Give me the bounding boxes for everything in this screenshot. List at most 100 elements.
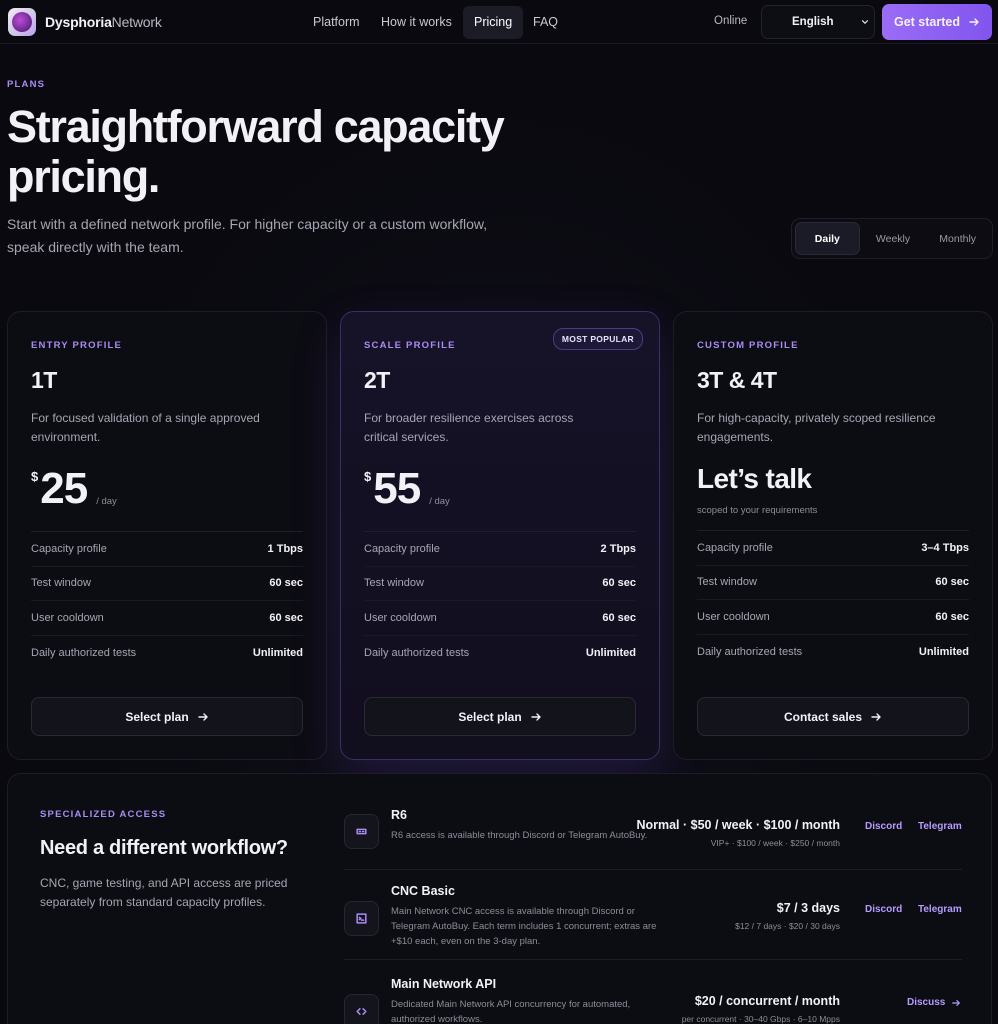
plan-price: $55 / day [364, 461, 636, 511]
plan-description: For focused validation of a single appro… [31, 411, 260, 444]
service-description: Main Network CNC access is available thr… [391, 906, 657, 947]
service-glyph [356, 913, 367, 924]
spec-label: User cooldown [31, 611, 104, 624]
arrow-icon [871, 712, 881, 721]
arrow-icon [197, 712, 208, 721]
arrow-icon [969, 18, 979, 26]
spec-value: 60 sec [602, 611, 636, 624]
plan-label: ENTRY PROFILE [31, 340, 123, 351]
spec-value: 1 Tbps [267, 542, 303, 555]
link-label: Discord [865, 821, 903, 832]
plan-name: 1T [31, 367, 57, 393]
spec-row: Capacity profile 3–4 Tbps [697, 531, 969, 566]
spec-label: Capacity profile [364, 542, 440, 555]
spec-row: Test window 60 sec [31, 567, 303, 601]
price-currency: $ [364, 469, 372, 484]
page-title: Straightforward capacity pricing. [7, 101, 505, 202]
service-link[interactable]: Discord [865, 904, 902, 915]
service-price: $7 / 3 days [776, 901, 840, 915]
plan-name: 3T & 4T [697, 367, 777, 393]
section-description: CNC, game testing, and API access are pr… [40, 876, 288, 909]
eyebrow: PLANS [7, 79, 46, 90]
arrow-icon [530, 712, 541, 721]
plan-button[interactable]: Contact sales [697, 697, 969, 736]
spec-value: 60 sec [602, 577, 636, 590]
spec-row: User cooldown 60 sec [31, 601, 303, 636]
button-label: Select plan [458, 709, 522, 724]
spec-label: Capacity profile [697, 541, 773, 554]
language-value: English [792, 16, 834, 28]
spec-value: Unlimited [585, 646, 636, 659]
price-currency: $ [31, 469, 39, 484]
service-link[interactable]: Discord [865, 821, 902, 832]
price-amount: 25 [40, 464, 88, 513]
spec-value: Unlimited [252, 646, 303, 659]
spec-label: Test window [697, 576, 757, 589]
spec-label: User cooldown [364, 611, 437, 624]
plan-description: For broader resilience exercises across … [364, 411, 574, 444]
spec-value: Unlimited [918, 645, 969, 658]
link-label: Discuss [907, 997, 946, 1008]
brand-name: Dysphoria [45, 14, 112, 30]
plan-button[interactable]: Select plan [364, 697, 636, 736]
spec-row: User cooldown 60 sec [697, 600, 969, 635]
service-icon [344, 814, 379, 849]
period-option[interactable]: Monthly [939, 232, 977, 245]
service-price-note: per concurrent · 30–40 Gbps · 6–10 Mpps [681, 1014, 840, 1024]
service-glyph [356, 828, 367, 835]
plan-label: SCALE PROFILE [364, 340, 456, 351]
get-started-button[interactable]: Get started [882, 4, 992, 40]
spec-label: User cooldown [697, 610, 770, 623]
language-select[interactable]: English [761, 5, 875, 39]
chevron-icon [861, 20, 868, 24]
plan-specs: Capacity profile 1 Tbps Test window 60 sec U… [31, 531, 303, 670]
section-eyebrow: SPECIALIZED ACCESS [40, 809, 167, 820]
spec-row: User cooldown 60 sec [364, 601, 636, 636]
spec-row: Capacity profile 1 Tbps [31, 532, 303, 567]
plan-specs: Capacity profile 2 Tbps Test window 60 sec U… [364, 531, 636, 670]
service-link[interactable]: Telegram [918, 821, 962, 832]
nav-link[interactable]: Platform [313, 15, 360, 29]
plan-price: $25 / day [31, 461, 303, 511]
plan-card: SCALE PROFILE MOST POPULAR 2T For broader r… [340, 311, 660, 760]
brand[interactable]: DysphoriaNetwork [45, 14, 162, 30]
period-option[interactable]: Daily [795, 222, 860, 255]
popular-badge: MOST POPULAR [552, 328, 643, 350]
page-subtitle: Start with a defined network profile. Fo… [7, 216, 488, 255]
spec-value: 60 sec [269, 611, 303, 624]
button-label: Contact sales [783, 709, 863, 724]
spec-value: 60 sec [935, 610, 969, 623]
service-description: Dedicated Main Network API concurrency f… [391, 999, 631, 1024]
nav-link[interactable]: FAQ [533, 15, 559, 29]
service-price: $20 / concurrent / month [694, 994, 840, 1008]
spec-label: Daily authorized tests [31, 646, 137, 659]
service-icon [344, 901, 379, 936]
service-link[interactable]: Discuss [907, 997, 961, 1008]
period-option[interactable]: Weekly [875, 232, 911, 245]
plan-button[interactable]: Select plan [31, 697, 303, 736]
spec-label: Test window [31, 577, 91, 590]
nav-link[interactable]: How it works [381, 15, 452, 29]
spec-label: Test window [364, 577, 424, 590]
spec-row: Test window 60 sec [697, 566, 969, 600]
spec-label: Capacity profile [31, 542, 107, 555]
logo-mark [12, 12, 32, 32]
status-text: Online [714, 15, 748, 27]
service-item: CNC Basic Main Network CNC access is avai… [344, 884, 962, 960]
spec-value: 2 Tbps [600, 542, 636, 555]
spec-row: Capacity profile 2 Tbps [364, 532, 636, 567]
top-nav: DysphoriaNetwork Platform How it works Pric… [0, 0, 998, 44]
spec-row: Test window 60 sec [364, 567, 636, 601]
logo-icon [8, 8, 36, 36]
spec-label: Daily authorized tests [697, 645, 803, 658]
arrow-icon [952, 999, 961, 1006]
plan-label: CUSTOM PROFILE [697, 340, 799, 351]
plan-name: 2T [364, 367, 390, 393]
plan-price-note: scoped to your requirements [697, 505, 818, 516]
plan-card: ENTRY PROFILE 1T For focused validation of… [7, 311, 327, 760]
nav-link[interactable]: Pricing [463, 6, 524, 39]
service-link[interactable]: Telegram [918, 904, 962, 915]
service-icon [344, 994, 379, 1024]
service-title: Main Network API [391, 977, 497, 991]
